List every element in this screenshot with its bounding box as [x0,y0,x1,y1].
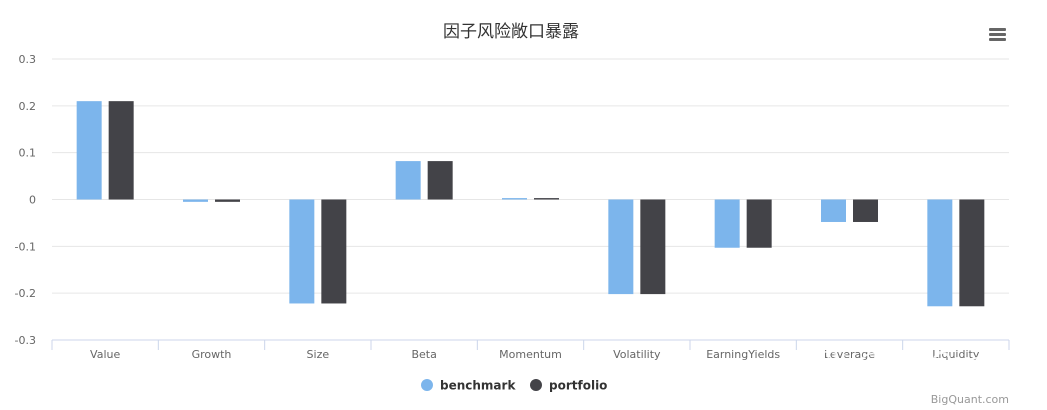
legend-item-portfolio[interactable]: portfolio [530,379,607,393]
x-tick-label: Liquidity [932,348,980,361]
bar-benchmark-beta[interactable] [395,161,421,200]
plot-area [76,101,985,307]
x-tick-label: Momentum [499,348,562,361]
legend-marker [421,379,433,391]
bar-portfolio-volatility[interactable] [640,199,666,295]
x-tick-label: Leverage [824,348,875,361]
grid-lines [52,58,1009,294]
legend-item-benchmark[interactable]: benchmark [421,379,516,393]
legend: benchmark portfolio [421,379,607,393]
y-axis: 0.3 0.2 0.1 0 -0.1 -0.2 -0.3 [15,53,36,347]
y-tick-label: 0.2 [19,100,37,113]
bar-benchmark-earningyields[interactable] [714,199,740,248]
x-tick-label: Volatility [613,348,661,361]
y-tick-label: -0.2 [15,287,36,300]
hamburger-menu-icon [989,28,1006,41]
chart-menu-button[interactable] [985,23,1009,45]
bar-portfolio-earningyields[interactable] [746,199,772,248]
y-tick-label: -0.1 [15,240,36,253]
y-tick-label: -0.3 [15,334,36,347]
bar-benchmark-volatility[interactable] [608,199,634,295]
x-tick-label: Growth [192,348,232,361]
bar-benchmark-size[interactable] [289,199,315,304]
bar-portfolio-size[interactable] [321,199,347,304]
bar-benchmark-leverage[interactable] [821,199,846,222]
bar-benchmark-growth[interactable] [183,199,208,202]
bar-portfolio-value[interactable] [108,101,134,200]
credit-link[interactable]: BigQuant.com [931,393,1009,406]
bar-benchmark-momentum[interactable] [502,198,527,200]
x-tick-label: Size [307,348,330,361]
y-tick-label: 0 [29,194,36,207]
bar-portfolio-momentum[interactable] [534,198,559,200]
bar-portfolio-liquidity[interactable] [959,199,985,307]
y-tick-label: 0.1 [19,147,37,160]
bar-benchmark-value[interactable] [76,101,102,200]
bar-portfolio-beta[interactable] [427,161,453,200]
y-tick-label: 0.3 [19,53,37,66]
x-tick-label: Beta [411,348,436,361]
chart-title: 因子风险敞口暴露 [443,22,579,42]
watermark: 知乎 @BigQuant [793,346,1016,379]
legend-label: benchmark [440,379,516,393]
x-axis: Value Growth Size Beta Momentum Volatility Ear… [51,339,1010,361]
legend-label: portfolio [549,379,607,393]
bar-portfolio-leverage[interactable] [853,199,878,222]
x-tick-label: EarningYields [706,348,780,361]
x-tick-label: Value [90,348,120,361]
bar-benchmark-liquidity[interactable] [927,199,953,307]
legend-marker [530,379,542,391]
bar-portfolio-growth[interactable] [215,199,240,202]
